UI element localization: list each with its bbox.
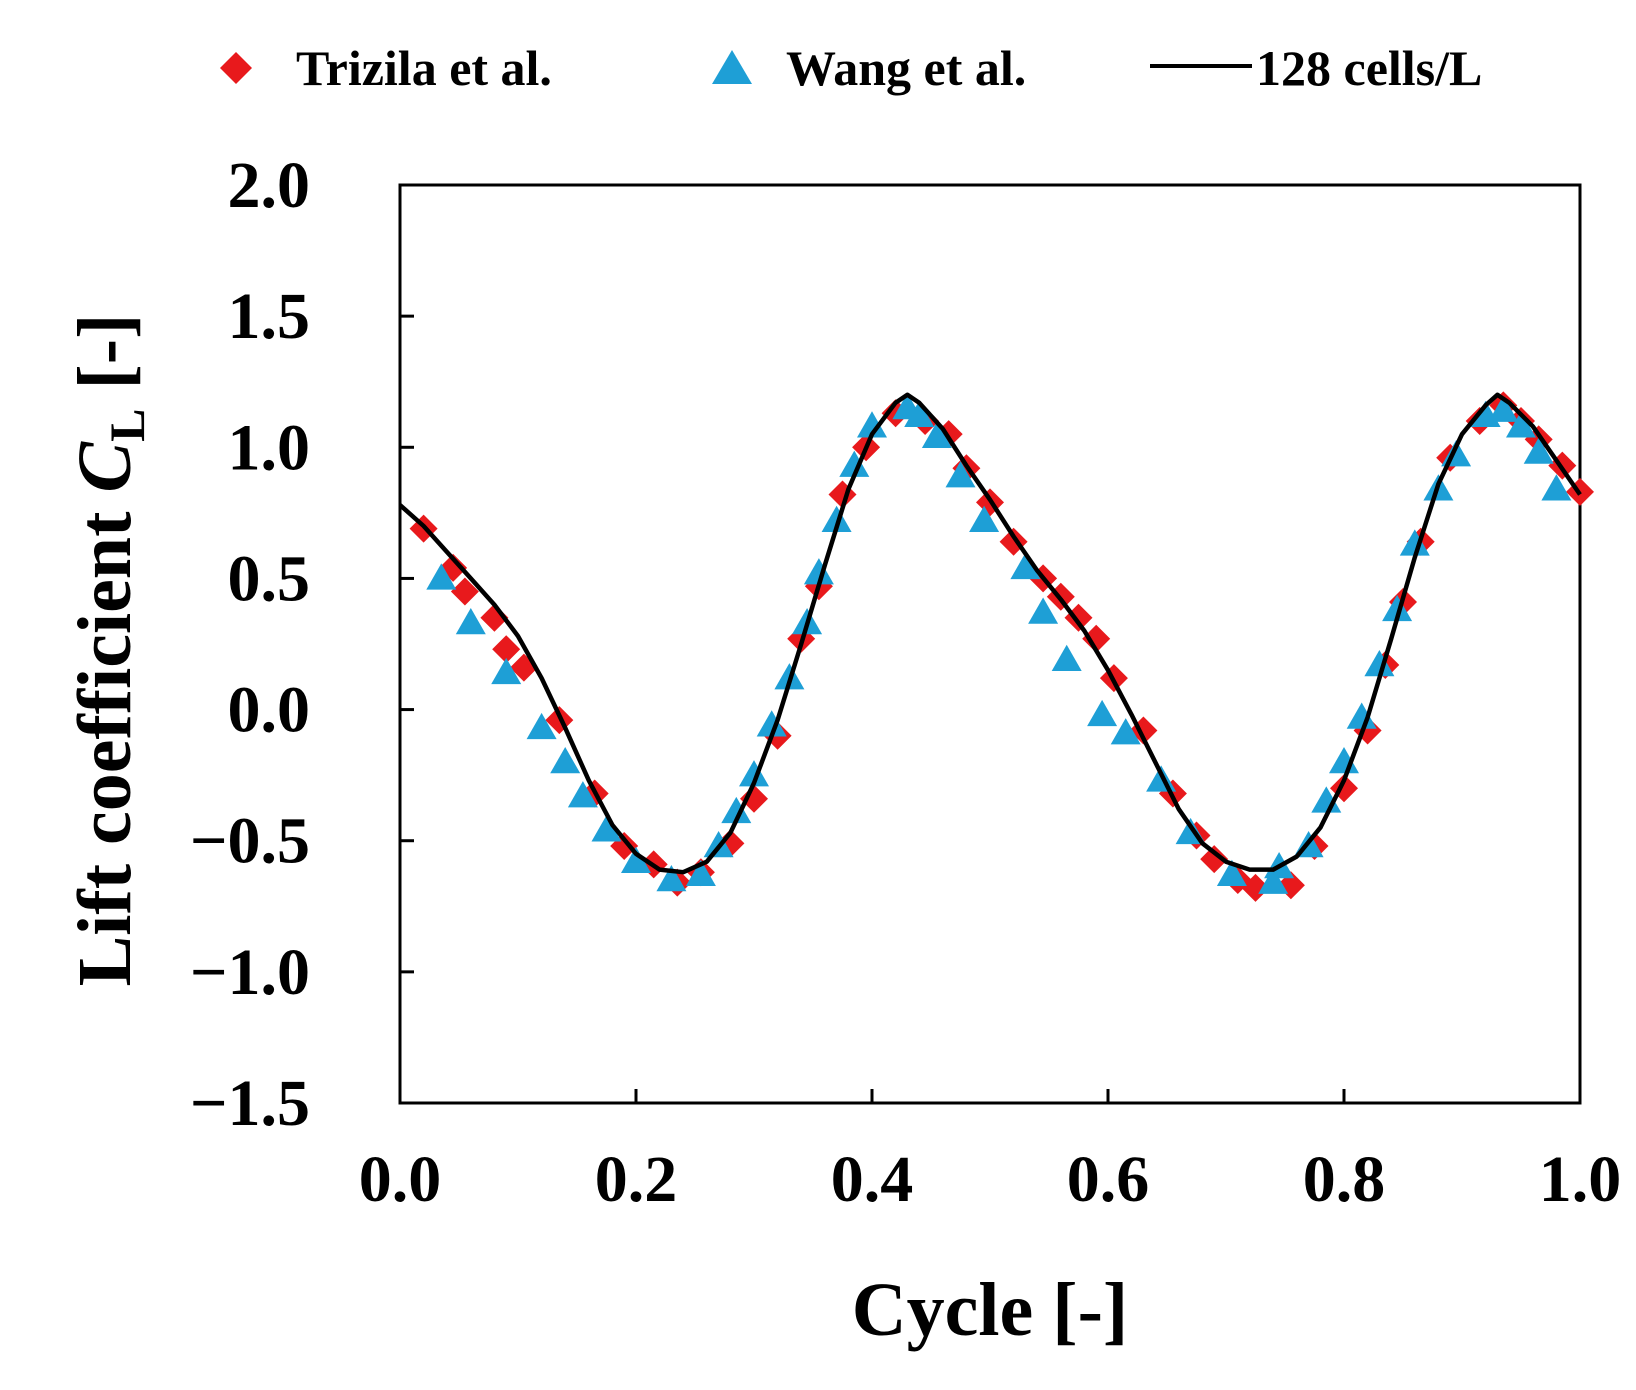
wang-data-point [656,865,687,892]
wang-data-point [1110,718,1141,745]
wang-data-point [904,400,935,428]
y-tick-label: −0.5 [190,805,310,878]
series-line-128-cells [398,392,1582,875]
wang-data-point [526,712,557,740]
wang-data-point [1364,649,1395,677]
wang-data-point [1010,552,1041,580]
x-tick-labels: 0.0 0.2 0.4 0.6 0.8 1.0 [359,1143,1622,1216]
wang-data-point [839,450,870,477]
y-axis-title-suffix: [-] [63,314,147,409]
x-tick-label: 0.2 [595,1143,678,1216]
wang-data-point [1051,644,1082,671]
wang-data-point [739,760,769,787]
series-markers [409,391,1594,902]
trizila-data-point [450,577,479,606]
y-axis-title-prefix: Lift coefficient [63,493,147,987]
y-tick-labels: −1.5 −1.0 −0.5 0.0 0.5 1.0 1.5 2.0 [190,149,310,1140]
wang-data-point [621,846,651,873]
legend-diamond-marker [220,52,252,84]
trizila-data-point [492,635,521,664]
wang-data-point [721,796,752,824]
wang-data-point [550,747,581,774]
legend: Trizila et al. Wang et al. 128 cells/L [220,40,1482,96]
y-tick-label: −1.5 [190,1067,310,1140]
legend-label-trizila: Trizila et al. [296,40,552,96]
y-tick-label: 0.0 [228,674,311,747]
y-axis-title: Lift coefficient CL [-] [63,314,155,987]
wang-data-point [1216,859,1247,887]
wang-data-point [803,558,834,585]
wang-data-point [1258,867,1289,894]
wang-data-point [1488,395,1519,422]
wang-data-point [1382,594,1413,622]
wang-data-point [1523,437,1554,464]
wang-data-point [857,411,887,438]
axis-ticks [398,183,1582,1105]
wang-data-point [591,815,622,842]
y-tick-label: −1.0 [190,936,310,1009]
legend-label-simulation: 128 cells/L [1256,40,1482,96]
legend-triangle-marker [712,50,752,84]
y-tick-label: 1.5 [228,280,311,353]
x-tick-label: 0.4 [831,1143,914,1216]
y-tick-label: 2.0 [228,149,311,222]
y-tick-label: 1.0 [228,411,311,484]
wang-data-point [1311,786,1342,813]
trizila-data-point [1241,873,1270,902]
x-axis-title: Cycle [-] [852,1268,1128,1352]
legend-label-wang: Wang et al. [786,40,1026,96]
legend-entry-wang: Wang et al. [712,40,1026,96]
wang-data-point [1541,474,1572,501]
wang-data-point [1399,529,1430,556]
wang-data-point [1346,702,1377,729]
wang-data-point [685,859,716,887]
wang-data-point [821,505,852,532]
wang-data-point [455,608,486,635]
plot-frame [398,183,1582,1105]
x-tick-label: 0.6 [1067,1143,1150,1216]
trizila-data-point [740,784,768,813]
wang-data-point [1087,699,1118,727]
wang-data-point [567,781,598,808]
y-axis-title-symbol: C [63,441,147,493]
trizila-data-point [1200,845,1229,874]
y-tick-label: 0.5 [228,542,311,615]
wang-data-point [1028,597,1059,624]
legend-entry-trizila: Trizila et al. [220,40,552,96]
wang-data-point [945,461,976,488]
x-tick-label: 1.0 [1539,1143,1622,1216]
wang-data-point [1506,411,1536,438]
wang-data-point [491,657,522,685]
trizila-data-point [1082,624,1111,653]
legend-entry-simulation: 128 cells/L [1150,40,1482,96]
wang-data-point [426,563,457,590]
x-tick-label: 0.8 [1303,1143,1386,1216]
wang-data-point [969,505,1000,532]
wang-data-point [756,710,787,737]
y-axis-title-subscript: L [99,409,155,442]
wang-data-point [921,421,952,449]
x-tick-label: 0.0 [359,1143,442,1216]
